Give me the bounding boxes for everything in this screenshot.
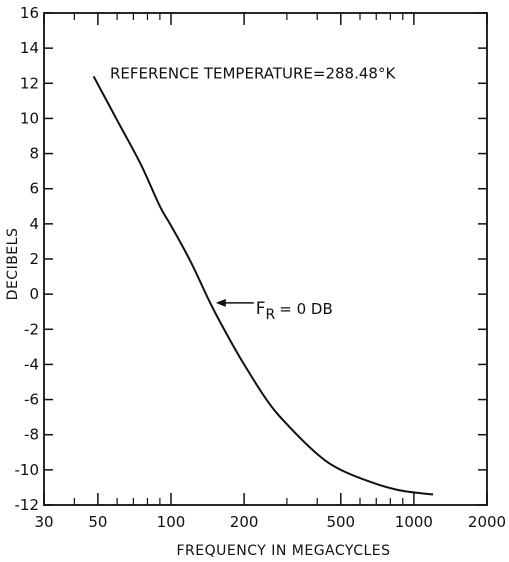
y-tick-label: -4 [24, 355, 39, 373]
x-tick-label: 100 [157, 513, 186, 531]
x-tick-label: 1000 [395, 513, 433, 531]
x-tick-label: 500 [326, 513, 355, 531]
x-tick-label: 30 [34, 513, 53, 531]
y-tick-label: -10 [15, 461, 40, 479]
x-axis-title: FREQUENCY IN MEGACYCLES [176, 543, 390, 559]
annotation-reference-temperature: REFERENCE TEMPERATURE=288.48°K [110, 64, 396, 82]
annotation-arrowhead [215, 298, 226, 307]
y-tick-label: 2 [29, 250, 39, 268]
y-tick-label: 6 [29, 180, 39, 198]
y-ticks: -12 -10 -8 -6 -4 -2 0 2 4 6 8 10 12 14 16 [15, 4, 487, 514]
x-tick-label: 200 [230, 513, 259, 531]
annotation-fr-rest: = 0 DB [279, 300, 333, 318]
annotation-fr-main: F [256, 299, 266, 319]
annotation-fr-sub: R [266, 307, 276, 323]
y-axis-title: DECIBELS [5, 228, 21, 301]
x-ticks: 30 50 100 200 500 1000 2000 [34, 13, 506, 531]
x-tick-label: 2000 [468, 513, 506, 531]
y-tick-label: 10 [20, 109, 39, 127]
y-tick-label: 8 [29, 145, 39, 163]
y-tick-label: -12 [15, 496, 40, 514]
y-tick-label: -8 [24, 426, 39, 444]
y-tick-label: -2 [24, 320, 39, 338]
y-tick-label: 16 [20, 4, 39, 22]
series-line [92, 75, 434, 496]
y-tick-label: 12 [20, 74, 39, 92]
plot-frame [43, 12, 488, 506]
annotation-fr-zero: FR = 0 DB [256, 299, 333, 323]
y-tick-label: 14 [20, 39, 39, 57]
x-tick-label: 50 [88, 513, 107, 531]
y-tick-label: 4 [29, 215, 39, 233]
y-tick-label: -6 [24, 391, 39, 409]
y-tick-label: 0 [29, 285, 39, 303]
